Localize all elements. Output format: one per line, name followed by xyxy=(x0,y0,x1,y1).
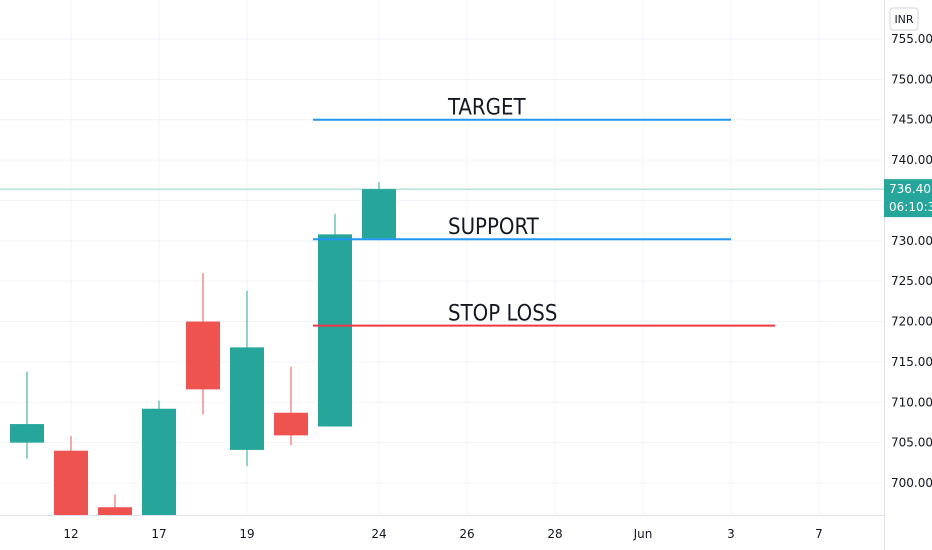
candle xyxy=(274,366,308,446)
candle xyxy=(54,436,88,515)
annotation-stop-loss: STOP LOSS xyxy=(313,302,775,327)
y-tick-label: 730.00 xyxy=(891,234,932,248)
x-tick-label: 17 xyxy=(151,527,166,541)
y-tick-label: 720.00 xyxy=(891,315,932,329)
annotation-label: SUPPORT xyxy=(448,215,540,240)
candle-body xyxy=(186,321,220,390)
x-tick-label: 26 xyxy=(459,527,474,541)
y-tick-label: 755.00 xyxy=(891,32,932,46)
x-tick-label: 19 xyxy=(239,527,254,541)
y-tick-label: 745.00 xyxy=(891,113,932,127)
y-tick-label: 740.00 xyxy=(891,153,932,167)
candle-body xyxy=(318,234,352,427)
currency-label: INR xyxy=(894,13,913,26)
x-tick-label: 24 xyxy=(371,527,386,541)
bar-countdown: 06:10:35 xyxy=(889,200,932,214)
y-tick-label: 750.00 xyxy=(891,72,932,86)
candle-body xyxy=(54,450,88,515)
candle-body xyxy=(98,507,132,515)
candle xyxy=(362,181,396,239)
annotation-label: STOP LOSS xyxy=(448,302,557,327)
candle-body xyxy=(230,347,264,450)
x-axis-ticks: 12 17 19 24 26 28 Jun 3 7 xyxy=(63,527,822,541)
last-price-value: 736.40 xyxy=(889,182,931,196)
y-tick-label: 725.00 xyxy=(891,274,932,288)
annotation-target: TARGET xyxy=(313,96,731,121)
candle-body xyxy=(10,424,44,443)
candle-group xyxy=(10,181,396,515)
x-tick-label: 28 xyxy=(547,527,562,541)
y-axis-ticks: 700.00 705.00 710.00 715.00 720.00 725.00 730.… xyxy=(891,32,932,490)
candle xyxy=(230,290,264,467)
y-tick-label: 710.00 xyxy=(891,395,932,409)
candles xyxy=(10,181,396,515)
candle xyxy=(142,400,176,515)
candle xyxy=(318,214,352,427)
annotation-label: TARGET xyxy=(447,96,527,121)
candle xyxy=(10,371,44,459)
candle-body xyxy=(142,408,176,515)
x-tick-label: 3 xyxy=(727,527,735,541)
y-tick-label: 715.00 xyxy=(891,355,932,369)
x-tick-label: 12 xyxy=(63,527,78,541)
grid xyxy=(0,0,884,515)
annotation-support: SUPPORT xyxy=(313,215,731,241)
candle-body xyxy=(274,412,308,436)
candle xyxy=(186,273,220,415)
x-tick-label: Jun xyxy=(633,527,653,541)
candle xyxy=(98,494,132,515)
y-tick-label: 700.00 xyxy=(891,476,932,490)
candle-body xyxy=(362,189,396,239)
x-tick-label: 7 xyxy=(815,527,823,541)
y-tick-label: 705.00 xyxy=(891,436,932,450)
currency-badge[interactable]: INR xyxy=(889,7,919,31)
annotation-lines: TARGET SUPPORT STOP LOSS xyxy=(313,96,775,327)
axes xyxy=(0,0,885,550)
last-price-tag: 736.40 06:10:35 xyxy=(884,179,932,218)
